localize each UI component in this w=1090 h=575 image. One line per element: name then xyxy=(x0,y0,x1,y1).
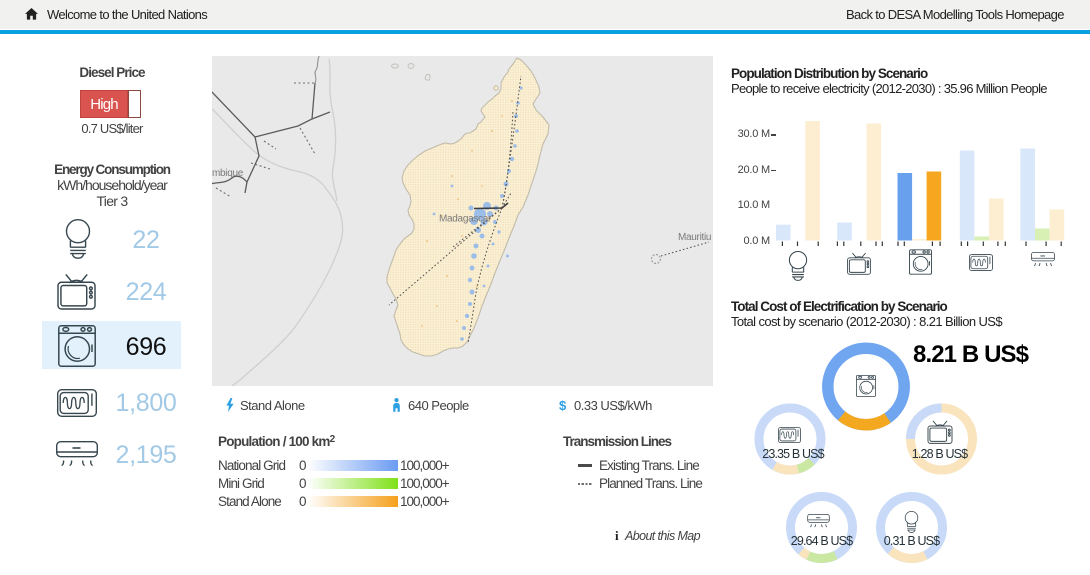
svg-text:Mauritiu: Mauritiu xyxy=(678,232,711,243)
svg-text:Madagascar: Madagascar xyxy=(439,214,492,225)
svg-text:mbique: mbique xyxy=(212,168,244,179)
